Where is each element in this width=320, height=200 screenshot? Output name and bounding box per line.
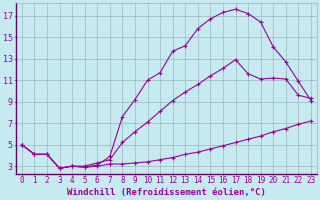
X-axis label: Windchill (Refroidissement éolien,°C): Windchill (Refroidissement éolien,°C) (67, 188, 266, 197)
